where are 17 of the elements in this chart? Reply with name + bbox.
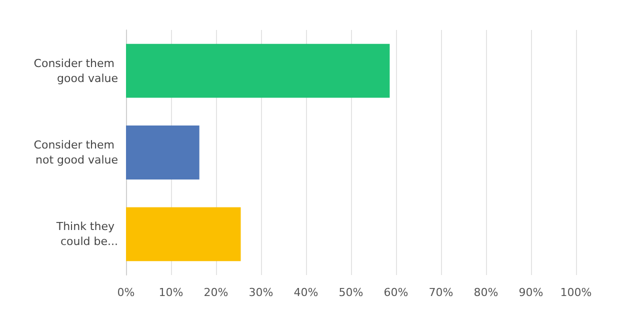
x-tick-label: 50% (338, 286, 364, 299)
x-tick-label: 20% (204, 286, 228, 299)
x-tick-label: 100% (560, 286, 592, 299)
bar (126, 126, 200, 180)
x-tick-label: 60% (384, 286, 408, 299)
x-tick-label: 0% (117, 286, 135, 299)
x-tick-label: 10% (158, 286, 184, 299)
bar (126, 207, 241, 262)
bar (126, 44, 390, 98)
x-tick-label: 80% (474, 286, 498, 299)
y-tick-label: Think they could be... (55, 220, 118, 248)
x-tick-label: 30% (248, 286, 274, 299)
y-tick-label: Consider them not good value (34, 138, 118, 166)
x-tick-label: 90% (518, 286, 544, 299)
y-tick-label: Consider them good value (34, 56, 118, 85)
x-tick-label: 70% (428, 286, 454, 299)
x-tick-label: 40% (294, 286, 318, 299)
